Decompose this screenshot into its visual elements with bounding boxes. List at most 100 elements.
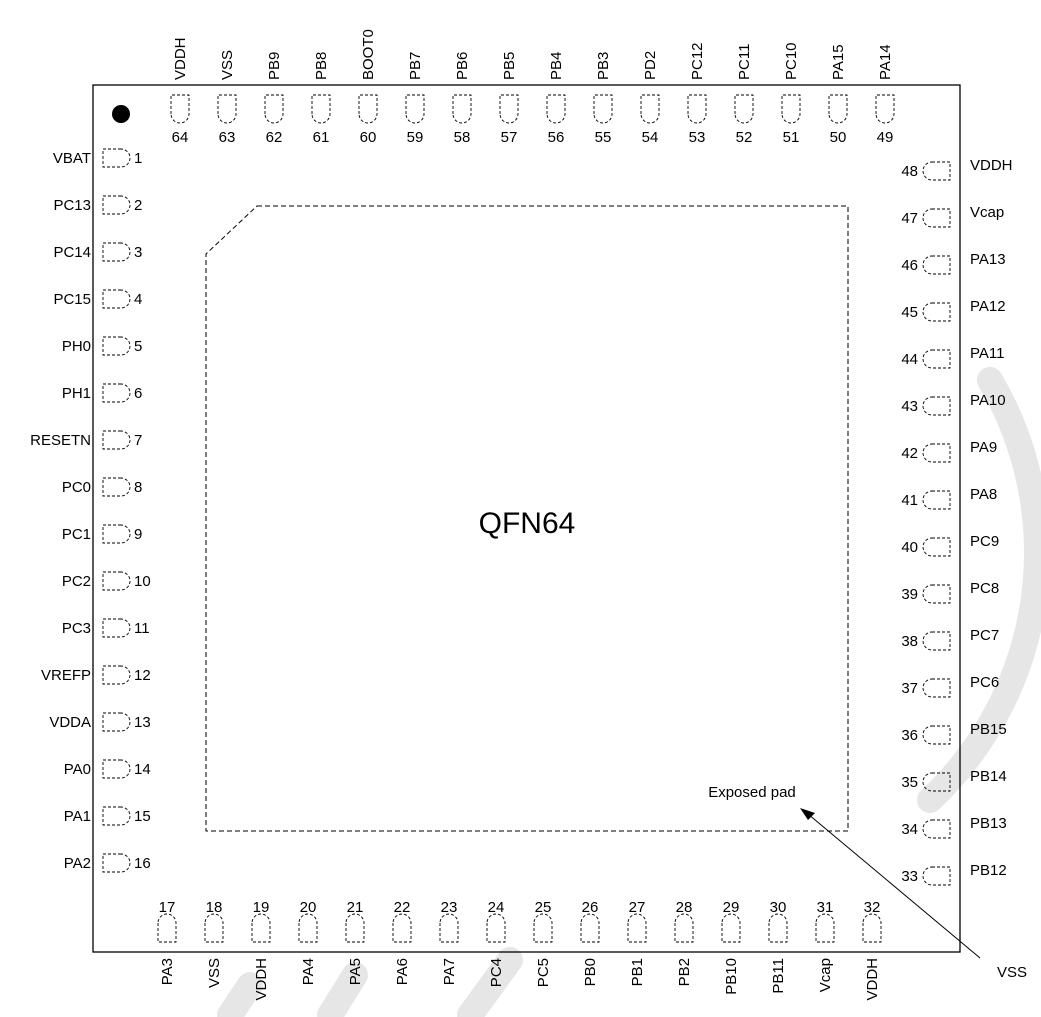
pin-pad xyxy=(102,524,131,544)
pin-number: 32 xyxy=(864,899,881,916)
pin-signal-name: VDDH xyxy=(864,958,881,1001)
pin-pad xyxy=(768,913,788,943)
pin-number: 3 xyxy=(134,244,142,261)
pin-signal-name: PB6 xyxy=(454,52,471,80)
pin-signal-name: PB7 xyxy=(407,52,424,80)
pin-number: 45 xyxy=(901,304,918,321)
pin-signal-name: PB5 xyxy=(501,52,518,80)
pin-pad xyxy=(922,819,951,839)
pin-number: 49 xyxy=(877,129,894,146)
pin-signal-name: PB8 xyxy=(313,52,330,80)
pin-number: 43 xyxy=(901,398,918,415)
pin-pad xyxy=(627,913,647,943)
pin-pad xyxy=(828,94,848,124)
pin-number: 47 xyxy=(901,210,918,227)
pin-number: 20 xyxy=(300,899,317,916)
pin-pad xyxy=(922,443,951,463)
pin-signal-name: PB11 xyxy=(770,958,787,994)
pin-pad xyxy=(922,584,951,604)
pin-number: 17 xyxy=(159,899,176,916)
pin-pad xyxy=(687,94,707,124)
pin-signal-name: PC6 xyxy=(970,674,999,691)
pin-signal-name: VSS xyxy=(219,50,236,80)
pin-pad xyxy=(922,772,951,792)
pin-signal-name: PC4 xyxy=(488,958,505,987)
pin-number: 41 xyxy=(901,492,918,509)
pin-pad xyxy=(102,806,131,826)
pin-pad xyxy=(102,383,131,403)
pin-signal-name: BOOT0 xyxy=(360,29,377,80)
pin-pad xyxy=(102,618,131,638)
pin-signal-name: PA13 xyxy=(970,251,1006,268)
pin-number: 28 xyxy=(676,899,693,916)
pin-pad xyxy=(102,759,131,779)
pin-number: 10 xyxy=(134,573,151,590)
pin-number: 48 xyxy=(901,163,918,180)
pin-signal-name: PB13 xyxy=(970,815,1007,832)
pin-signal-name: PC11 xyxy=(736,44,753,80)
pin-signal-name: RESETN xyxy=(30,432,91,449)
pin-number: 61 xyxy=(313,129,330,146)
pin-pad xyxy=(875,94,895,124)
pin-signal-name: PA4 xyxy=(300,958,317,985)
pin-signal-name: PD2 xyxy=(642,51,659,80)
pin-pad xyxy=(102,336,131,356)
pin-pad xyxy=(452,94,472,124)
pin-signal-name: PA3 xyxy=(159,958,176,985)
pin-number: 44 xyxy=(901,351,918,368)
pin-number: 29 xyxy=(723,899,740,916)
pin-pad xyxy=(358,94,378,124)
pin-signal-name: PA0 xyxy=(64,761,91,778)
pin-pad xyxy=(102,665,131,685)
pin-signal-name: PB9 xyxy=(266,52,283,80)
pin-number: 60 xyxy=(360,129,377,146)
pin-pad xyxy=(721,913,741,943)
pin-number: 6 xyxy=(134,385,142,402)
pin-pad xyxy=(922,631,951,651)
pin-number: 53 xyxy=(689,129,706,146)
pin-pad xyxy=(405,94,425,124)
pin-signal-name: PC13 xyxy=(53,197,91,214)
pin-number: 63 xyxy=(219,129,236,146)
pin1-marker-dot xyxy=(112,105,130,123)
pin-pad xyxy=(862,913,882,943)
pin-pad xyxy=(102,242,131,262)
pin-pad xyxy=(546,94,566,124)
pin-signal-name: PA14 xyxy=(877,44,894,80)
pin-pad xyxy=(102,289,131,309)
pin-pad xyxy=(102,430,131,450)
pin-signal-name: PA9 xyxy=(970,439,997,456)
watermark xyxy=(217,367,1041,1017)
pin-signal-name: PB3 xyxy=(595,52,612,80)
pin-signal-name: PB1 xyxy=(629,958,646,986)
pin-number: 56 xyxy=(548,129,565,146)
pin-pad xyxy=(102,148,131,168)
pin-number: 7 xyxy=(134,432,142,449)
pin-number: 15 xyxy=(134,808,151,825)
pin-pad xyxy=(533,913,553,943)
pin-number: 33 xyxy=(901,868,918,885)
pin-signal-name: PC8 xyxy=(970,580,999,597)
pin-number: 37 xyxy=(901,680,918,697)
package-body xyxy=(92,84,961,953)
pin-pad xyxy=(102,571,131,591)
pin-signal-name: PC9 xyxy=(970,533,999,550)
pin-signal-name: PA1 xyxy=(64,808,91,825)
pin-signal-name: PC7 xyxy=(970,627,999,644)
pin-pad xyxy=(922,537,951,557)
pin-number: 64 xyxy=(172,129,189,146)
pin-number: 4 xyxy=(134,291,142,308)
pin-number: 5 xyxy=(134,338,142,355)
pin-signal-name: PA5 xyxy=(347,958,364,985)
pin-signal-name: PC15 xyxy=(53,291,91,308)
pin-number: 16 xyxy=(134,855,151,872)
pin-number: 35 xyxy=(901,774,918,791)
pin-number: 8 xyxy=(134,479,142,496)
pin-signal-name: VDDH xyxy=(172,37,189,80)
pin-number: 25 xyxy=(535,899,552,916)
pin-signal-name: PA6 xyxy=(394,958,411,985)
pin-pad xyxy=(345,913,365,943)
pin-pad xyxy=(922,349,951,369)
pin-signal-name: PC14 xyxy=(53,244,91,261)
